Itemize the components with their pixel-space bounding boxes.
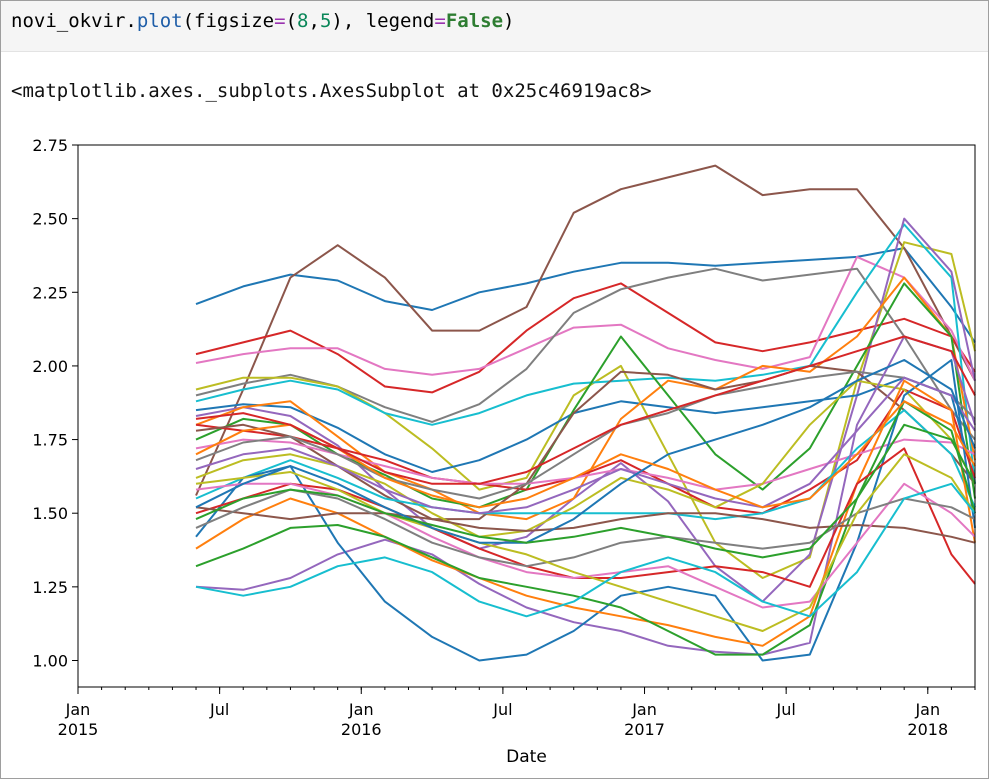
code-cell[interactable]: novi_okvir.plot(figsize=(8,5), legend=Fa…: [1, 1, 988, 52]
code-arg-figsize: (figsize: [182, 10, 275, 32]
x-tick-label: Jul: [492, 700, 512, 719]
output-text: <matplotlib.axes._subplots.AxesSubplot a…: [11, 80, 652, 102]
code-keyword-false: False: [445, 10, 504, 32]
x-tick-label: Jul: [776, 700, 796, 719]
x-tick-year-label: 2018: [907, 720, 948, 739]
code-method: plot: [136, 10, 183, 32]
x-tick-label: Jan: [65, 700, 91, 719]
x-tick-year-label: 2016: [341, 720, 382, 739]
x-tick-label: Jan: [348, 700, 374, 719]
series-line-8: [195, 217, 976, 603]
series-line-17: [195, 409, 976, 521]
code-variable: novi_okvir: [11, 10, 126, 32]
series-line-28: [195, 376, 976, 515]
code-number-5: 5: [319, 10, 332, 32]
series-line-6: [195, 241, 976, 579]
series-line-12: [195, 388, 976, 515]
series-line-29: [195, 359, 976, 544]
series-line-9: [195, 376, 976, 485]
series-line-11: [195, 282, 976, 509]
series-line-18: [195, 335, 976, 656]
series-group: [195, 164, 976, 662]
series-line-7: [195, 223, 976, 484]
series-line-3: [195, 282, 976, 394]
y-tick-label: 1.00: [32, 651, 68, 670]
y-tick-label: 2.00: [32, 357, 68, 376]
y-tick-label: 2.75: [32, 136, 68, 155]
series-line-20: [195, 379, 976, 647]
y-tick-label: 2.50: [32, 210, 68, 229]
series-line-19: [195, 359, 976, 662]
y-tick-label: 1.50: [32, 504, 68, 523]
x-tick-year-label: 2017: [624, 720, 665, 739]
code-operator-equals: =: [274, 10, 286, 32]
series-line-22: [195, 447, 976, 588]
series-line-25: [195, 488, 976, 568]
series-line-27: [195, 482, 976, 618]
line-chart: 1.001.251.501.752.002.252.502.75Jan2015J…: [32, 136, 976, 767]
x-tick-year-label: 2015: [58, 720, 99, 739]
series-line-15: [195, 370, 976, 500]
series-line-1: [195, 247, 976, 343]
x-tick-label: Jan: [914, 700, 940, 719]
series-line-2: [195, 164, 976, 496]
series-line-26: [195, 453, 976, 632]
series-line-10: [195, 276, 976, 521]
code-arg-legend: legend: [354, 10, 435, 32]
code-comma: ,: [308, 10, 320, 32]
code-dot: .: [125, 10, 137, 32]
series-line-31: [195, 423, 976, 559]
series-line-4: [195, 255, 976, 382]
code-operator-equals-2: =: [434, 10, 446, 32]
series-line-23: [195, 506, 976, 544]
series-line-21: [195, 400, 976, 656]
y-tick-label: 1.25: [32, 578, 68, 597]
y-tick-label: 1.75: [32, 431, 68, 450]
code-number-8: 8: [297, 10, 309, 32]
y-tick-label: 2.25: [32, 283, 68, 302]
x-tick-label: Jan: [631, 700, 657, 719]
series-line-32: [195, 335, 976, 485]
code-tuple-open: (: [285, 10, 298, 32]
x-tick-label: Jul: [209, 700, 229, 719]
code-line[interactable]: novi_okvir.plot(figsize=(8,5), legend=Fa…: [11, 10, 514, 32]
axes: 1.001.251.501.752.002.252.502.75Jan2015J…: [32, 136, 976, 739]
x-axis-title: Date: [506, 747, 547, 767]
code-tuple-close: ),: [331, 10, 355, 32]
code-paren-close: ): [503, 10, 515, 32]
